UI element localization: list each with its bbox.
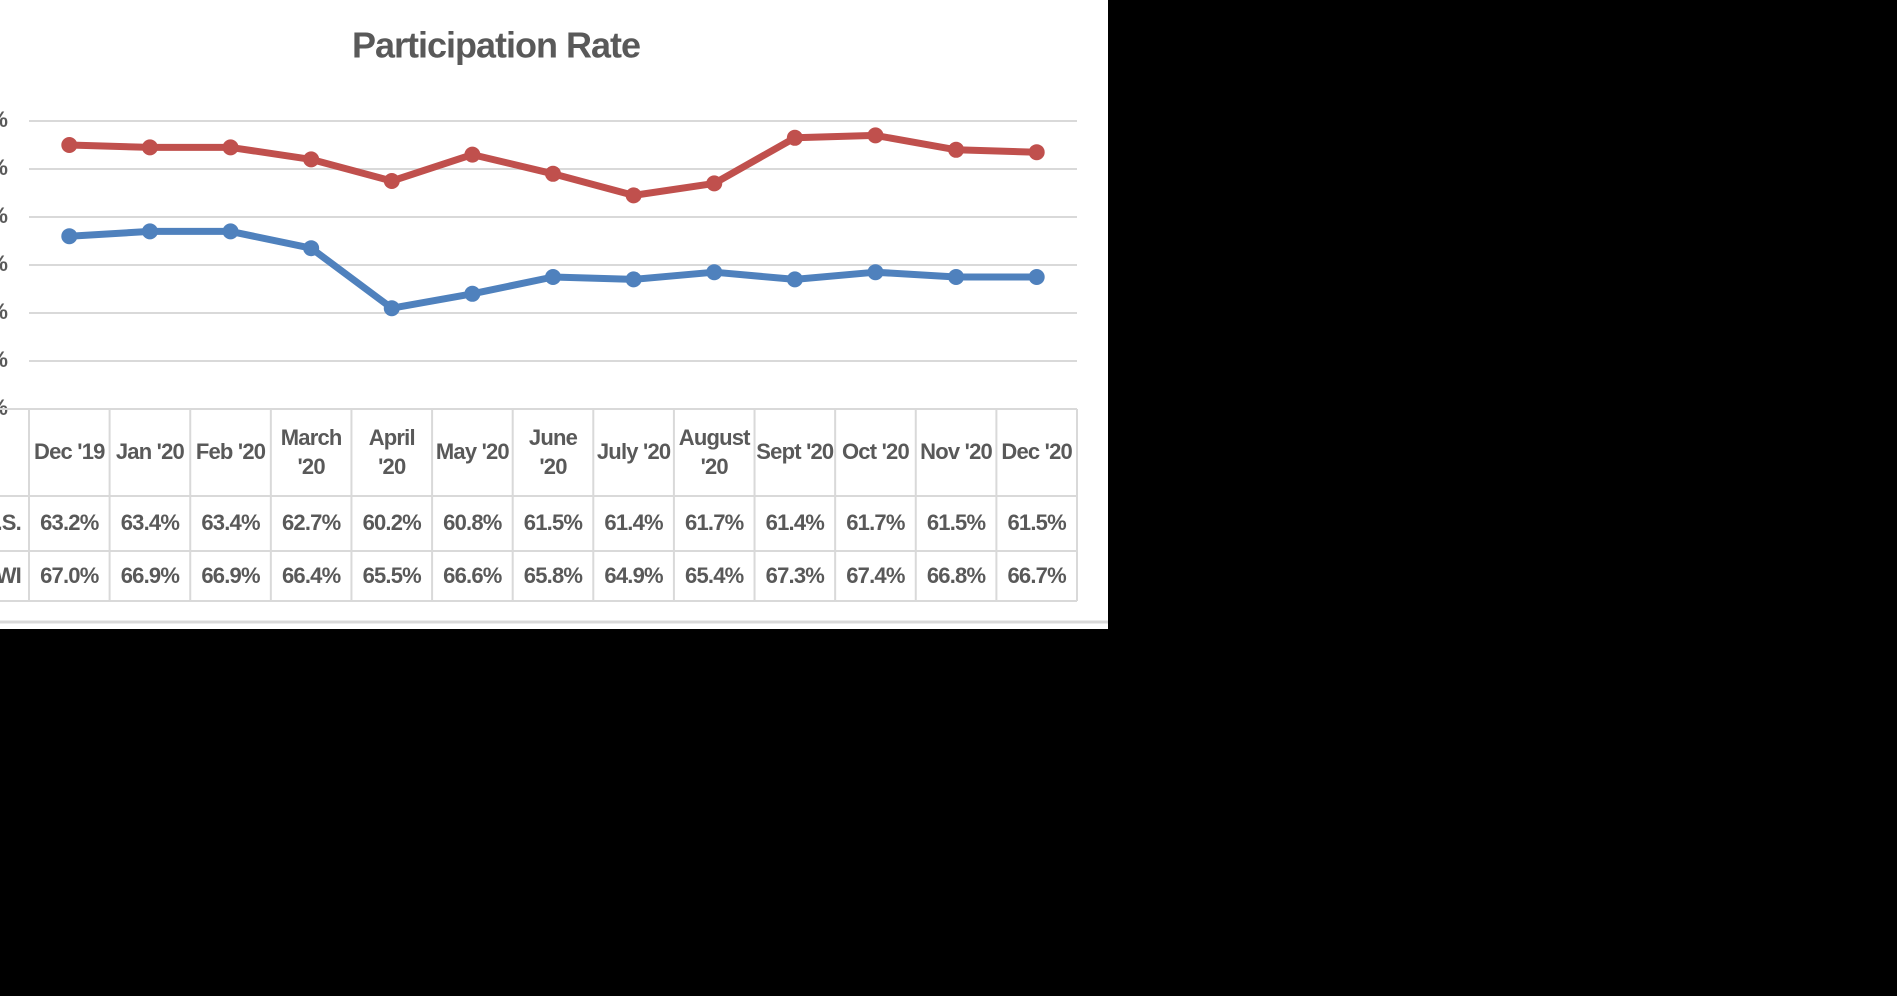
x-tick-label: March '20: [280, 424, 343, 479]
chart-title: Participation Rate: [352, 25, 640, 66]
data-label: 66.8%: [926, 562, 986, 588]
x-tick-label: Jan '20: [115, 439, 185, 465]
point: [383, 173, 400, 189]
data-label: 63.4%: [201, 510, 260, 536]
point: [706, 264, 723, 281]
point: [222, 223, 239, 240]
point: [786, 271, 803, 288]
series-line: [69, 131, 1037, 199]
data-label: 65.5%: [362, 562, 422, 588]
chart: Participation Rate 56% 58% 60% 62% 64% 66% 68%: [0, 25, 1108, 624]
point: [545, 269, 561, 285]
data-label: 61.5%: [926, 510, 986, 536]
point: [303, 151, 320, 168]
x-tick-label: Dec '19: [34, 439, 105, 465]
point: [141, 139, 158, 156]
x-tick-label: August '20: [678, 424, 751, 479]
data-label: 60.2%: [362, 510, 422, 536]
x-tick-label: July '20: [596, 439, 671, 465]
chart-panel: Participation Rate 56% 58% 60% 62% 64% 66% 68%…: [0, 0, 1108, 629]
y-tick-label: 62%: [0, 251, 8, 276]
data-label: 61.5%: [1007, 510, 1066, 536]
point: [464, 285, 481, 302]
data-label: 63.2%: [40, 510, 99, 536]
data-label: 67.0%: [40, 562, 99, 588]
point: [222, 139, 239, 156]
y-tick-label: 60%: [0, 299, 8, 324]
point: [61, 137, 78, 153]
x-tick-label: May '20: [435, 439, 510, 465]
point: [948, 269, 965, 285]
point: [545, 165, 561, 182]
point: [867, 264, 884, 281]
point: [464, 146, 481, 163]
legend-entry: U.S.: [0, 510, 22, 536]
data-label: 60.8%: [443, 510, 502, 536]
point: [786, 129, 803, 146]
x-tick-label: April '20: [368, 424, 416, 479]
data-label: 63.4%: [120, 510, 180, 536]
point: [625, 187, 642, 204]
point: [867, 127, 884, 144]
point: [1028, 269, 1045, 285]
point: [141, 223, 158, 240]
x-tick-label: Nov '20: [920, 439, 993, 465]
point: [948, 141, 965, 158]
data-label: 67.4%: [846, 562, 905, 588]
y-tick-label: 66%: [0, 155, 8, 180]
data-label: 66.9%: [120, 562, 180, 588]
y-tick-label: 56%: [0, 395, 8, 420]
data-label: 61.5%: [523, 510, 583, 536]
point: [706, 175, 723, 192]
legend-entry: WI: [0, 562, 22, 588]
data-label: 65.4%: [685, 562, 744, 588]
data-label: 66.6%: [443, 562, 502, 588]
point: [383, 300, 400, 317]
point: [303, 240, 320, 257]
x-tick-label: Dec '20: [1001, 439, 1072, 465]
data-label: 62.7%: [281, 510, 341, 536]
point: [61, 228, 78, 245]
y-tick-label: 58%: [0, 347, 8, 372]
y-tick-label: 64%: [0, 203, 8, 228]
data-label: 65.8%: [523, 562, 583, 588]
data-label: 61.7%: [685, 510, 744, 536]
data-label: 61.4%: [765, 510, 825, 536]
data-label: 66.9%: [201, 562, 260, 588]
x-tick-label: Feb '20: [195, 439, 266, 465]
data-label: 61.4%: [604, 510, 663, 536]
data-label: 67.3%: [765, 562, 825, 588]
x-tick-label: Sept '20: [756, 439, 834, 465]
data-label: 66.7%: [1007, 562, 1066, 588]
point: [1028, 144, 1045, 161]
data-label: 61.7%: [846, 510, 905, 536]
data-label: 66.4%: [281, 562, 341, 588]
x-tick-label: Oct '20: [842, 439, 910, 465]
x-tick-label: June '20: [528, 424, 578, 479]
data-label: 64.9%: [604, 562, 663, 588]
y-tick-label: 68%: [0, 107, 8, 132]
point: [625, 271, 642, 288]
